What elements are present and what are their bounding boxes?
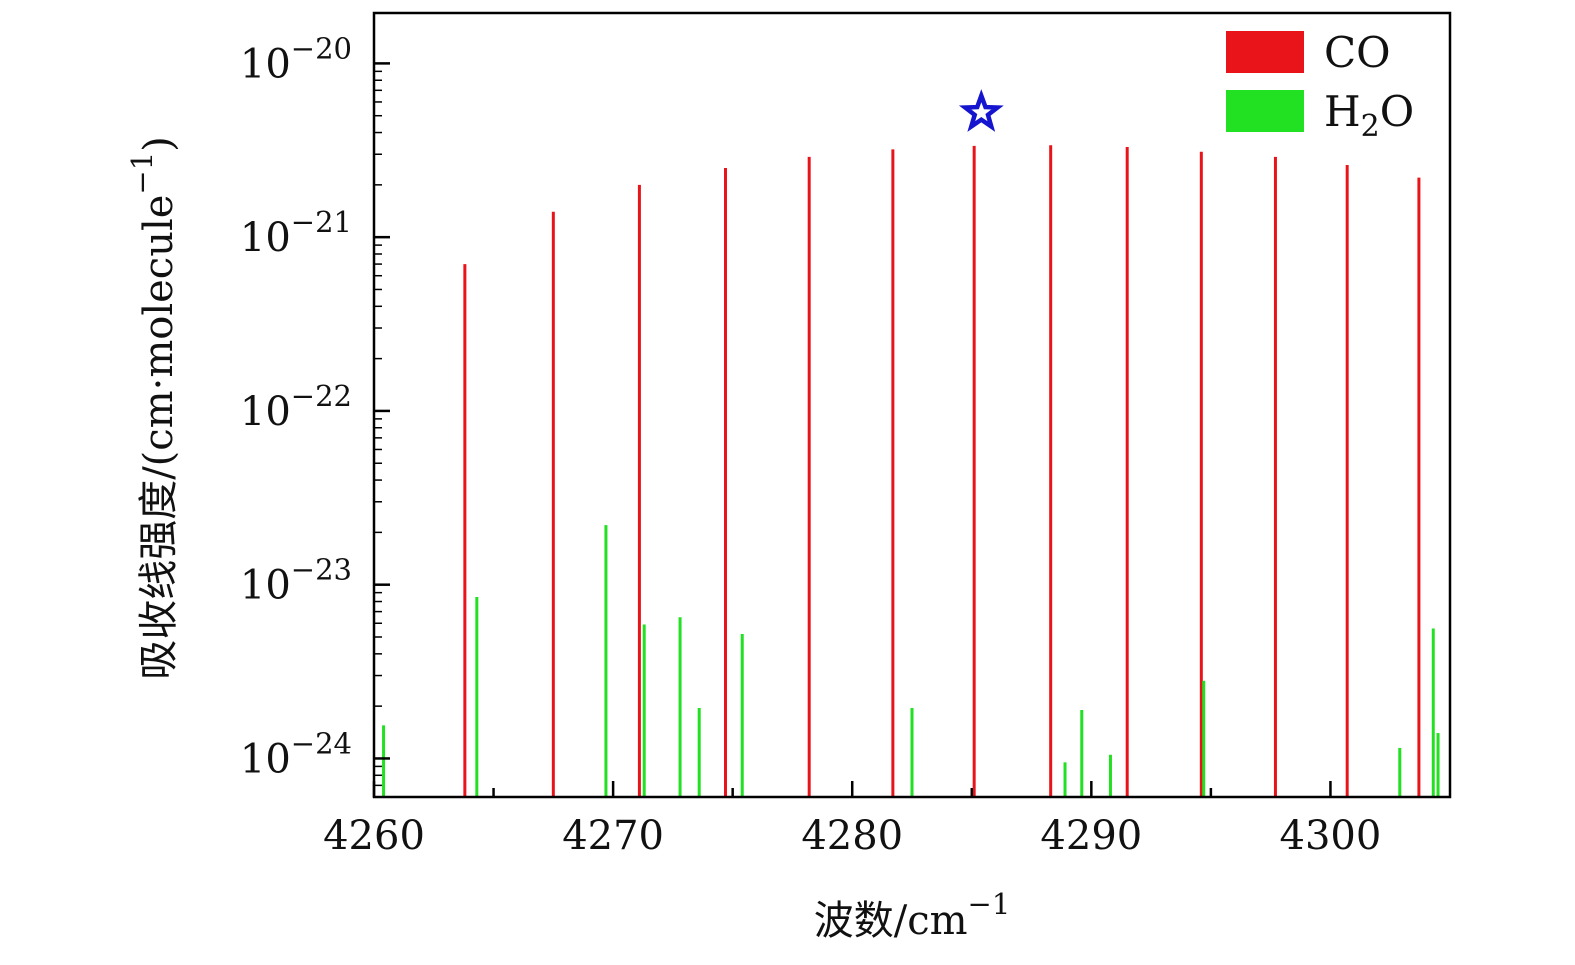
y-tick-label-3: 10−23 — [240, 553, 352, 609]
legend-label-co: CO — [1324, 28, 1391, 77]
y-tick-label-4: 10−24 — [240, 726, 352, 782]
x-tick-label-3: 4290 — [1040, 813, 1142, 859]
legend-swatch-h2o — [1226, 90, 1304, 132]
star-marker-icon — [958, 89, 1004, 132]
plot-frame — [372, 11, 1452, 799]
labels-layer: 4260 4270 4280 4290 4300 10−20 10−21 10−22 10−23… — [125, 31, 1381, 944]
ticks-layer — [372, 62, 1332, 798]
y-tick-label-2: 10−22 — [240, 379, 352, 435]
legend: CO H2O — [1226, 28, 1414, 144]
x-tick-label-4: 4300 — [1280, 813, 1382, 859]
x-tick-label-1: 4270 — [562, 813, 664, 859]
x-tick-label-2: 4280 — [801, 813, 903, 859]
x-axis-title: 波数/cm−1 — [814, 887, 1011, 944]
x-tick-label-0: 4260 — [323, 813, 425, 859]
y-axis-title: 吸收线强度/(cm·molecule−1) — [125, 136, 182, 680]
y-tick-label-1: 10−21 — [240, 205, 352, 261]
y-tick-label-0: 10−20 — [240, 31, 352, 87]
legend-swatch-co — [1226, 31, 1304, 73]
bars-layer — [382, 145, 1440, 797]
legend-label-h2o: H2O — [1324, 87, 1414, 144]
annotation-layer — [958, 89, 1004, 132]
